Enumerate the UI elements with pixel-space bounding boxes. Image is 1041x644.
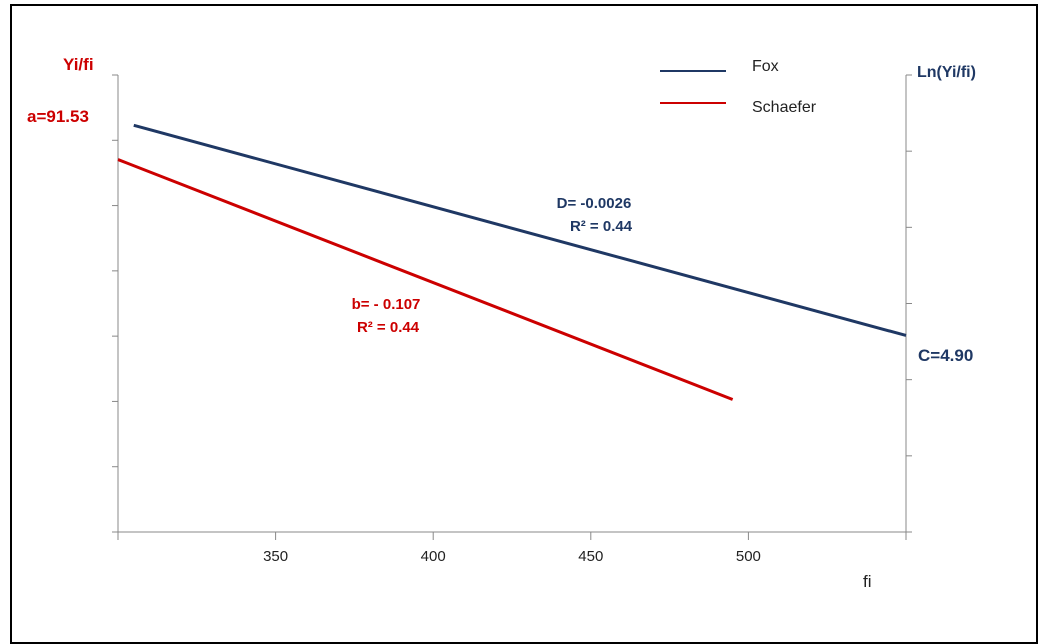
right-axis-ticks — [906, 74, 912, 533]
schaefer-intercept-label: a=91.53 — [27, 107, 89, 126]
legend-fox-label: Fox — [752, 58, 779, 75]
schaefer-slope-label: b= - 0.107 — [352, 296, 421, 313]
schaefer-r2-label: R² = 0.44 — [357, 319, 420, 336]
x-axis-ticks: 350 400 450 500 — [117, 532, 907, 565]
fox-slope-label: D= -0.0026 — [557, 195, 632, 212]
legend-schaefer-label: Schaefer — [752, 99, 817, 116]
fox-r2-label: R² = 0.44 — [570, 218, 633, 235]
x-tick-label: 450 — [578, 548, 603, 565]
fox-intercept-label: C=4.90 — [918, 346, 973, 365]
x-tick-label: 350 — [263, 548, 288, 565]
fox-series-line — [133, 123, 907, 337]
left-axis-ticks — [112, 74, 118, 533]
left-axis-title: Yi/fi — [63, 55, 94, 74]
x-tick-label: 500 — [736, 548, 761, 565]
right-axis-title: Ln(Yi/fi) — [917, 64, 976, 81]
x-tick-label: 400 — [421, 548, 446, 565]
legend: Fox Schaefer — [660, 58, 817, 116]
chart: 350 400 450 500 Yi/fi Ln(Yi/fi) fi a=91.53 … — [27, 55, 976, 591]
schaefer-series-line — [117, 158, 734, 401]
x-axis-title: fi — [863, 572, 872, 591]
